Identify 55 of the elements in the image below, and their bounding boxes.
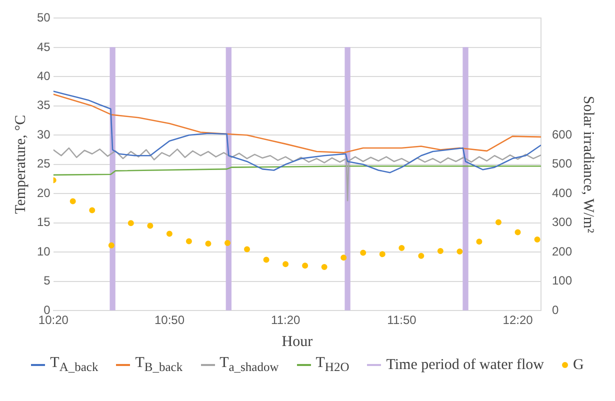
y2-tick-label: 600: [552, 127, 572, 142]
point: [205, 240, 212, 247]
point: [263, 256, 270, 263]
y2-axis-title: Solar irradiance, W/m²: [580, 96, 596, 234]
y-axis-title: Temperature, °C: [12, 114, 29, 214]
y-tick-label: 35: [36, 98, 51, 112]
point: [360, 250, 366, 256]
point: [147, 222, 154, 229]
point: [456, 248, 463, 255]
point: [340, 254, 347, 261]
point: [89, 207, 96, 214]
point: [379, 251, 386, 258]
x-axis-title: Hour: [282, 334, 313, 350]
point: [166, 230, 172, 237]
point: [534, 236, 540, 243]
legend-label: T$_{a_shadow}$: [220, 355, 279, 375]
point: [437, 248, 444, 254]
legend-label: T$_{B_back}$: [135, 355, 183, 375]
point: [418, 252, 424, 259]
point: [224, 240, 230, 246]
legend-label: T$_{H2O}$: [316, 355, 350, 375]
x-tick-label: 11:20: [271, 313, 301, 328]
x-tick-label: 10:50: [154, 313, 185, 328]
y-tick-label: 5: [44, 274, 51, 288]
point: [514, 229, 521, 236]
point: [398, 245, 405, 252]
y2-tick-label: 200: [552, 244, 572, 258]
legend-label: G: [572, 356, 584, 374]
point: [128, 220, 134, 226]
y-tick-label: 25: [36, 156, 51, 171]
y-tick-label: 40: [36, 68, 51, 83]
y2-tick-label: 300: [552, 215, 572, 230]
point: [476, 238, 482, 245]
point: [321, 264, 328, 270]
y-tick-label: 20: [36, 186, 51, 200]
y2-tick-label: 0: [552, 302, 559, 317]
y-tick-label: 15: [36, 215, 51, 230]
point: [186, 238, 192, 244]
y-tick-label: 10: [36, 244, 51, 258]
x-tick-label: 12:20: [502, 313, 534, 328]
x-tick-label: 11:50: [387, 313, 417, 328]
point: [70, 198, 76, 204]
point: [495, 219, 502, 226]
legend-label: Time period of water flow: [386, 356, 544, 374]
point: [282, 261, 289, 268]
y2-tick-label: 400: [552, 186, 572, 200]
point: [302, 262, 308, 269]
y-tick-label: 50: [36, 10, 51, 25]
point: [108, 242, 114, 248]
legend-label: T$_{A_back}$: [50, 355, 98, 375]
y2-tick-label: 100: [552, 274, 572, 288]
y-tick-label: 30: [36, 127, 51, 142]
y-tick-label: 45: [36, 40, 51, 54]
y2-tick-label: 500: [552, 156, 572, 171]
point: [244, 246, 250, 252]
